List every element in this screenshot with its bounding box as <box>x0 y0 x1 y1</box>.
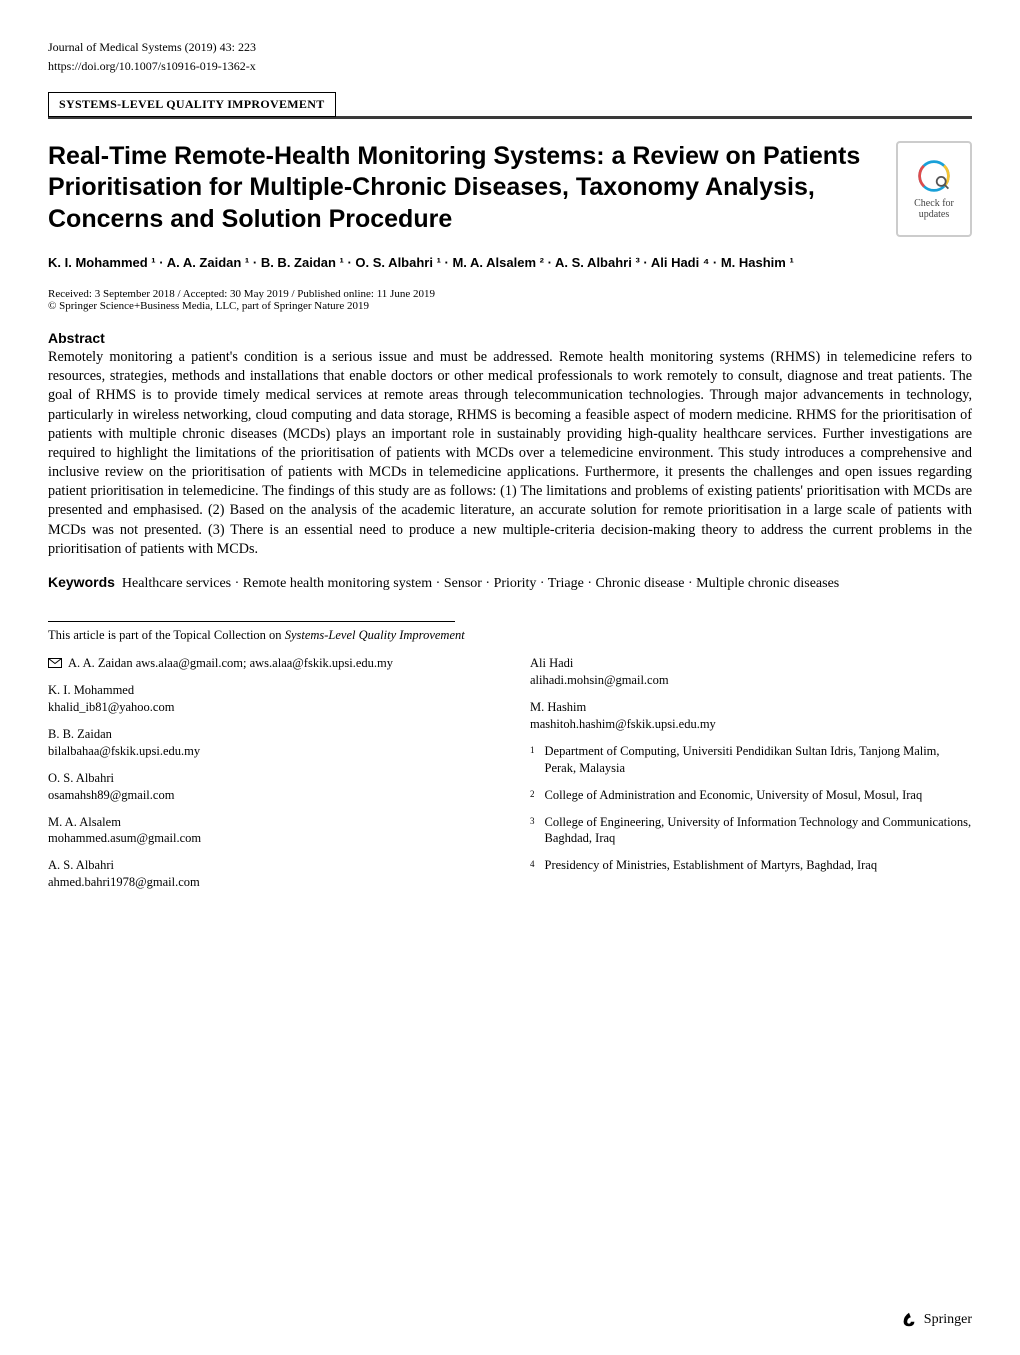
badge-text-2: updates <box>919 209 950 220</box>
author-block: M. Hashimmashitoh.hashim@fskik.upsi.edu.… <box>530 699 972 733</box>
keywords-label: Keywords <box>48 574 115 590</box>
footnote-rule <box>48 621 455 622</box>
author-name: Ali Hadi <box>530 655 972 672</box>
author-email[interactable]: mashitoh.hashim@fskik.upsi.edu.my <box>530 717 716 731</box>
affiliation-num: 1 <box>530 744 535 777</box>
author-email[interactable]: alihadi.mohsin@gmail.com <box>530 673 669 687</box>
author-name: O. S. Albahri <box>48 770 490 787</box>
article-title: Real-Time Remote-Health Monitoring Syste… <box>48 141 880 235</box>
author-block: K. I. Mohammedkhalid_ib81@yahoo.com <box>48 682 490 716</box>
author-name: B. B. Zaidan <box>48 726 490 743</box>
author-block: A. S. Albahriahmed.bahri1978@gmail.com <box>48 857 490 891</box>
doi-link[interactable]: https://doi.org/10.1007/s10916-019-1362-… <box>48 59 972 74</box>
author-email[interactable]: mohammed.asum@gmail.com <box>48 831 201 845</box>
affiliation: 4 Presidency of Ministries, Establishment… <box>530 857 972 874</box>
topical-note: This article is part of the Topical Coll… <box>48 628 972 643</box>
crossmark-icon <box>916 158 952 194</box>
abstract-text: Remotely monitoring a patient's conditio… <box>48 348 972 559</box>
publisher-mark: Springer <box>900 1311 972 1329</box>
affiliation-text: College of Engineering, University of In… <box>545 814 973 848</box>
author-block: Ali Hadialihadi.mohsin@gmail.com <box>530 655 972 689</box>
abstract-heading: Abstract <box>48 330 972 346</box>
topical-collection: Systems-Level Quality Improvement <box>285 628 465 642</box>
badge-text-1: Check for <box>914 198 954 209</box>
keywords-text: Healthcare services · Remote health moni… <box>122 576 839 591</box>
author-email[interactable]: khalid_ib81@yahoo.com <box>48 700 174 714</box>
affiliation-text: Presidency of Ministries, Establishment … <box>545 857 878 874</box>
affiliation-num: 3 <box>530 815 535 848</box>
author-block: O. S. Albahriosamahsh89@gmail.com <box>48 770 490 804</box>
author-block: B. B. Zaidanbilalbahaa@fskik.upsi.edu.my <box>48 726 490 760</box>
affiliation-text: Department of Computing, Universiti Pend… <box>545 743 973 777</box>
author-email[interactable]: ahmed.bahri1978@gmail.com <box>48 875 200 889</box>
author-email[interactable]: bilalbahaa@fskik.upsi.edu.my <box>48 744 200 758</box>
springer-icon <box>900 1311 918 1329</box>
affiliation: 3 College of Engineering, University of I… <box>530 814 972 848</box>
corr-author-email[interactable]: aws.alaa@gmail.com; aws.alaa@fskik.upsi.… <box>136 656 393 670</box>
corresponding-author-icon <box>48 658 62 668</box>
affiliation: 1 Department of Computing, Universiti Pen… <box>530 743 972 777</box>
copyright-line: © Springer Science+Business Media, LLC, … <box>48 300 972 312</box>
journal-ref: Journal of Medical Systems (2019) 43: 22… <box>48 40 256 55</box>
corr-author-name: A. A. Zaidan <box>68 656 133 670</box>
article-dates: Received: 3 September 2018 / Accepted: 3… <box>48 288 972 300</box>
keywords-line: Keywords Healthcare services · Remote he… <box>48 573 972 594</box>
author-name: A. S. Albahri <box>48 857 490 874</box>
author-info-right-col: Ali Hadialihadi.mohsin@gmail.com M. Hashi… <box>530 655 972 901</box>
affiliation: 2 College of Administration and Economic,… <box>530 787 972 804</box>
author-block: M. A. Alsalemmohammed.asum@gmail.com <box>48 814 490 848</box>
author-name: M. Hashim <box>530 699 972 716</box>
article-category: SYSTEMS-LEVEL QUALITY IMPROVEMENT <box>48 92 336 117</box>
affiliation-text: College of Administration and Economic, … <box>545 787 923 804</box>
author-info-left-col: A. A. Zaidan aws.alaa@gmail.com; aws.ala… <box>48 655 490 901</box>
affiliation-num: 2 <box>530 788 535 804</box>
author-name: K. I. Mohammed <box>48 682 490 699</box>
topical-pre: This article is part of the Topical Coll… <box>48 628 285 642</box>
author-list: K. I. Mohammed ¹ · A. A. Zaidan ¹ · B. B… <box>48 255 972 270</box>
affiliation-num: 4 <box>530 858 535 874</box>
publisher-name: Springer <box>924 1312 972 1328</box>
crossmark-badge[interactable]: Check for updates <box>896 141 972 237</box>
author-name: M. A. Alsalem <box>48 814 490 831</box>
author-email[interactable]: osamahsh89@gmail.com <box>48 788 174 802</box>
